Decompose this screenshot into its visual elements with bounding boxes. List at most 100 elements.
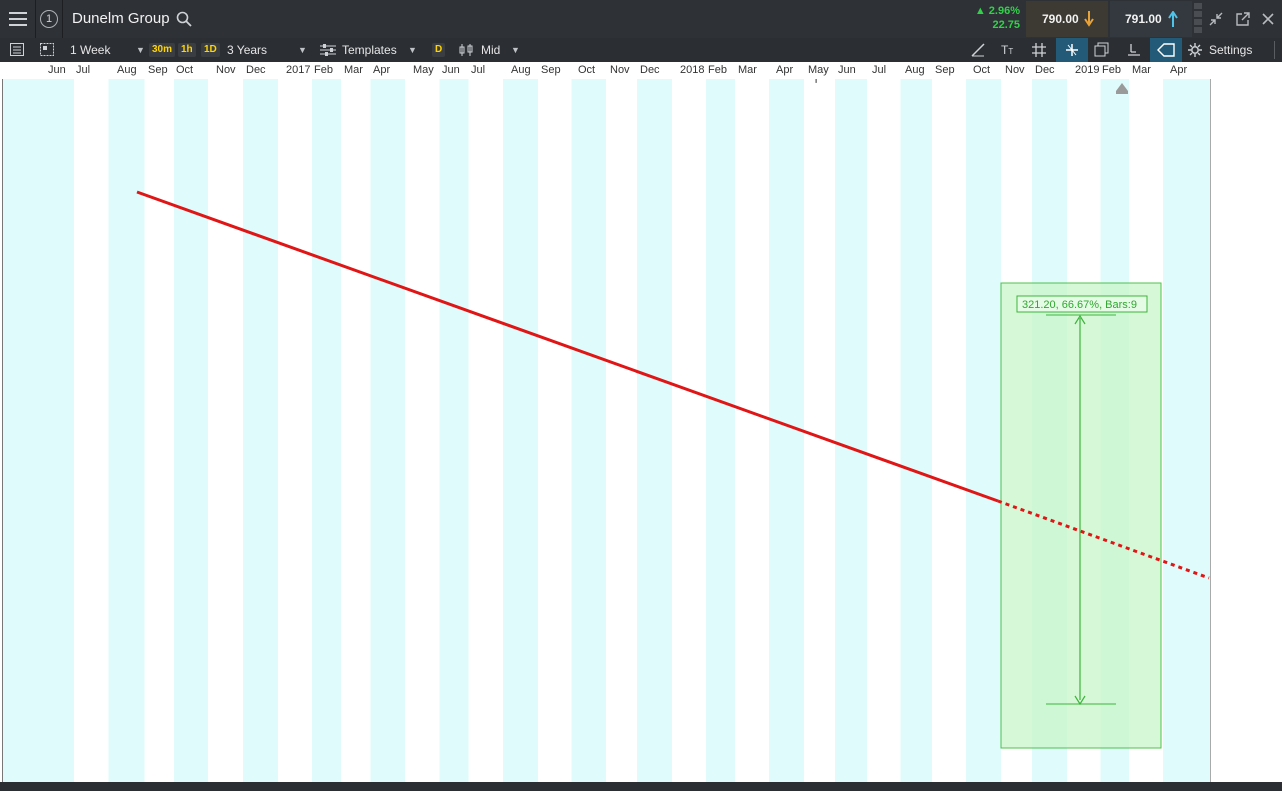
month-band (108, 79, 145, 786)
month-label: 2018 (680, 64, 705, 76)
month-label: 2019 (1075, 64, 1100, 76)
chevron-down-icon[interactable]: ▼ (136, 45, 145, 55)
top-bar: 1 Dunelm Group ▲ 2.96% 22.75 790.00 791.… (0, 0, 1282, 39)
d-badge[interactable]: D (432, 43, 446, 57)
month-label: Dec (640, 64, 660, 76)
month-band (966, 79, 1001, 786)
month-label: May (413, 64, 434, 76)
time-axis: Jun Jul Aug Sep Oct Nov Dec 2017 Feb Mar Apr May Jun… (0, 62, 1282, 80)
month-label: Apr (373, 64, 391, 76)
change-pct: ▲ 2.96% (974, 5, 1020, 17)
templates-icon[interactable] (320, 43, 336, 62)
chart-toolbar: 1 Week ▼ 30m 1h 1D 3 Years ▼ Templates ▼… (0, 38, 1282, 63)
layout-icon[interactable] (40, 43, 54, 61)
volume-bars-icon (1194, 3, 1202, 35)
measure-label-box (1016, 295, 1148, 313)
month-label: Aug (905, 64, 925, 76)
price-up-arrow-icon (1168, 10, 1178, 32)
month-label: Aug (511, 64, 531, 76)
buy-button[interactable]: 791.00 (1110, 1, 1192, 37)
quick-30m-button[interactable]: 30m (149, 43, 176, 57)
price-mode-select[interactable]: Mid (481, 43, 501, 57)
month-label: Jun (48, 64, 66, 76)
month-label: Dec (246, 64, 266, 76)
eraser-tool-icon[interactable] (1150, 38, 1182, 62)
hamburger-icon[interactable] (9, 11, 27, 27)
popout-icon[interactable] (1236, 12, 1250, 26)
price-down-arrow-icon (1084, 11, 1094, 32)
month-band (900, 79, 932, 786)
price-type-icon[interactable] (459, 43, 475, 62)
month-band (439, 79, 469, 786)
month-label: Nov (216, 64, 236, 76)
sell-button[interactable]: 790.00 (1026, 1, 1108, 37)
month-band (243, 79, 278, 786)
list-icon[interactable] (10, 43, 24, 61)
month-label: Apr (776, 64, 794, 76)
instrument-name[interactable]: Dunelm Group (72, 10, 170, 27)
sell-price: 790.00 (1042, 12, 1079, 26)
chevron-down-icon[interactable]: ▼ (298, 45, 307, 55)
month-label: Oct (973, 64, 991, 76)
month-band (370, 79, 405, 786)
month-label: Dec (1035, 64, 1055, 76)
month-band (503, 79, 538, 786)
grid-icon[interactable] (1031, 42, 1047, 63)
month-label: Nov (1005, 64, 1025, 76)
trendline-extension (997, 499, 1210, 580)
gear-icon[interactable] (1187, 42, 1203, 63)
month-band (2, 79, 74, 786)
month-label: Feb (314, 64, 333, 76)
month-label: Mar (738, 64, 757, 76)
interval-select[interactable]: 1 Week (70, 43, 111, 57)
settings-button[interactable]: Settings (1209, 43, 1253, 57)
account-badge-icon[interactable]: 1 (40, 10, 58, 28)
crosshair-tool-icon[interactable] (1056, 38, 1088, 62)
change-abs: 22.75 (992, 19, 1020, 31)
month-label: Feb (1102, 64, 1121, 76)
collapse-icon[interactable] (1209, 12, 1223, 26)
month-label: May (808, 64, 829, 76)
copy-icon[interactable] (1094, 42, 1110, 63)
month-label: Apr (1170, 64, 1188, 76)
month-label: Oct (176, 64, 194, 76)
draw-line-icon[interactable] (970, 42, 986, 63)
range-select[interactable]: 3 Years (227, 43, 268, 57)
chevron-down-icon[interactable]: ▼ (408, 45, 417, 55)
templates-button[interactable]: Templates (342, 43, 397, 57)
month-band (174, 79, 208, 786)
search-icon[interactable] (176, 11, 192, 27)
buy-price: 791.00 (1125, 12, 1162, 26)
month-band (835, 79, 867, 786)
month-label: Oct (578, 64, 596, 76)
month-label: Aug (117, 64, 137, 76)
month-label: Feb (708, 64, 727, 76)
indicator-icon[interactable] (1126, 42, 1142, 63)
trendline (136, 190, 999, 503)
month-band (571, 79, 606, 786)
month-band (1163, 79, 1210, 786)
month-label: Mar (344, 64, 363, 76)
month-label: Nov (610, 64, 630, 76)
bottom-scrollbar (0, 782, 1282, 786)
quick-1d-button[interactable]: 1D (201, 43, 220, 57)
month-label: Sep (935, 64, 955, 76)
month-label: Sep (541, 64, 561, 76)
scroll-marker-icon (1116, 83, 1128, 94)
month-band (769, 79, 804, 786)
measure-box (1000, 282, 1162, 749)
month-band (312, 79, 341, 786)
month-label: Jul (471, 64, 486, 76)
measure-label: 321.20, 66.67%, Bars:9 (1022, 299, 1137, 311)
text-tool-icon[interactable]: TT (1001, 43, 1014, 57)
chevron-down-icon[interactable]: ▼ (511, 45, 520, 55)
month-label: Mar (1132, 64, 1151, 76)
month-label: Jun (442, 64, 460, 76)
month-band (706, 79, 735, 786)
quick-1h-button[interactable]: 1h (178, 43, 196, 57)
close-icon[interactable] (1262, 12, 1274, 25)
month-label: Jun (838, 64, 856, 76)
month-label: Sep (148, 64, 168, 76)
